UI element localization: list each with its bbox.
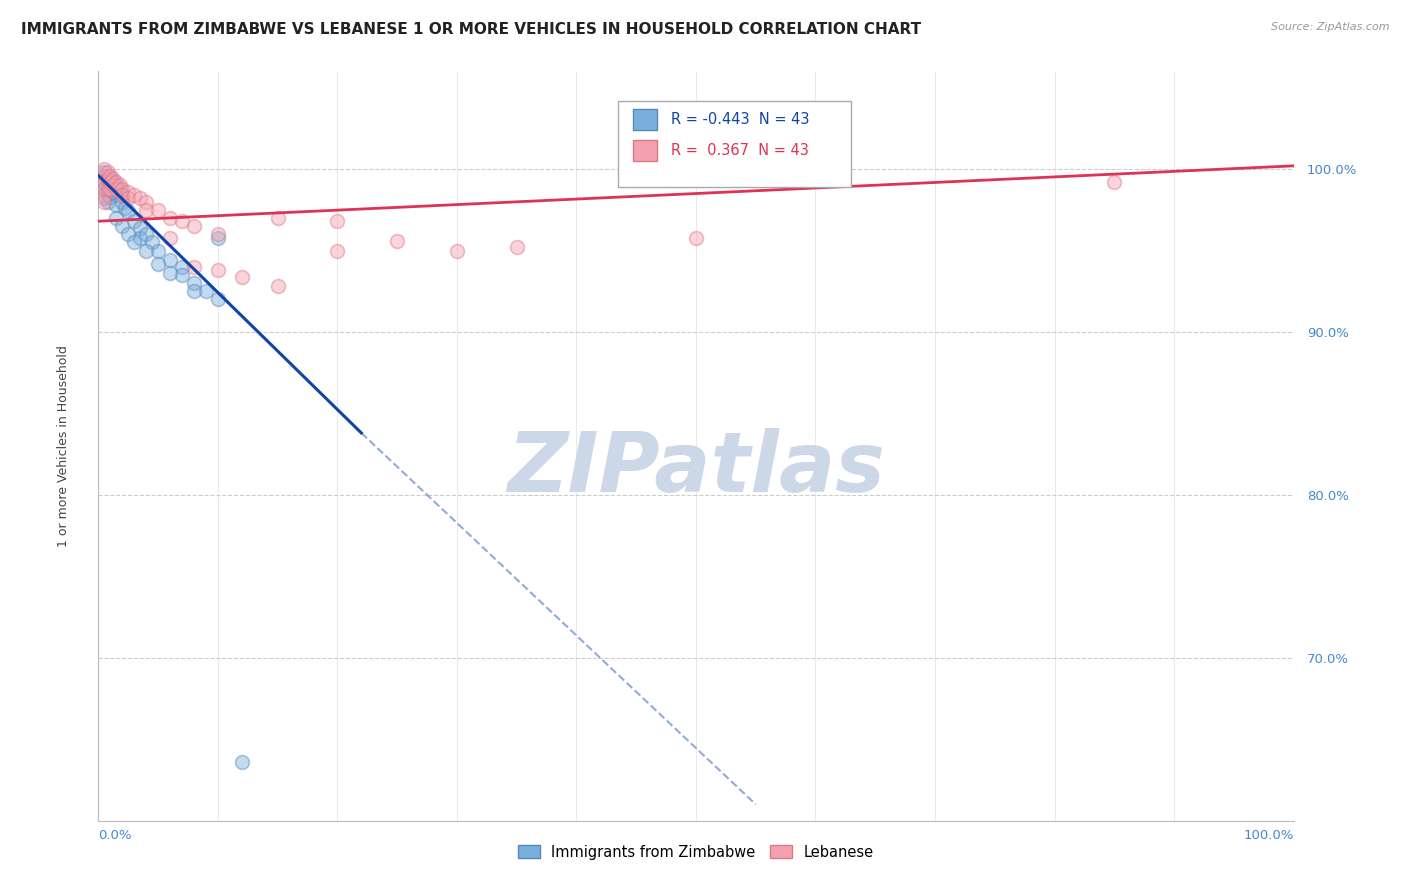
Point (117, 191, 139, 205)
Point (101, 178, 124, 193)
Point (114, 201, 136, 215)
Point (98, 175, 122, 189)
Point (111, 188, 134, 202)
Point (93, 181, 115, 195)
Point (385, 234, 409, 248)
Text: 100.0%: 100.0% (1243, 829, 1294, 842)
Point (207, 293, 229, 307)
Point (159, 211, 181, 225)
Point (111, 186, 134, 201)
Point (97, 173, 120, 187)
Point (326, 244, 349, 258)
Point (129, 220, 152, 235)
Point (446, 244, 468, 258)
Point (148, 244, 170, 258)
Point (108, 178, 131, 193)
Point (111, 181, 134, 195)
Point (124, 188, 146, 202)
Point (685, 230, 707, 244)
Point (326, 214, 349, 228)
Point (135, 227, 157, 242)
Point (172, 214, 194, 228)
Point (105, 178, 128, 193)
Point (93, 169, 115, 183)
Point (98, 172, 122, 186)
Text: Source: ZipAtlas.com: Source: ZipAtlas.com (1271, 22, 1389, 32)
Point (105, 181, 128, 195)
Point (135, 194, 157, 209)
Point (267, 211, 290, 225)
Point (148, 256, 170, 270)
Point (207, 227, 229, 242)
Point (105, 175, 128, 189)
Point (172, 260, 194, 274)
Point (129, 191, 152, 205)
Text: R =  0.367  N = 43: R = 0.367 N = 43 (671, 144, 808, 158)
Point (97, 186, 120, 201)
Point (1104, 175, 1126, 189)
Point (93, 188, 115, 202)
Point (159, 230, 181, 244)
Point (135, 244, 157, 258)
Point (97, 165, 120, 179)
Text: R = -0.443  N = 43: R = -0.443 N = 43 (671, 112, 810, 127)
Point (111, 194, 134, 209)
Point (101, 175, 124, 189)
Point (97, 178, 120, 193)
Point (124, 214, 146, 228)
FancyBboxPatch shape (619, 102, 852, 187)
Point (93, 165, 115, 179)
Point (231, 269, 253, 284)
Point (108, 181, 131, 195)
Legend: Immigrants from Zimbabwe, Lebanese: Immigrants from Zimbabwe, Lebanese (512, 839, 880, 866)
Point (97, 169, 120, 183)
Point (93, 194, 115, 209)
Text: 1 or more Vehicles in Household: 1 or more Vehicles in Household (56, 345, 70, 547)
Point (111, 219, 134, 233)
Point (105, 198, 128, 212)
Point (98, 190, 122, 204)
Point (195, 285, 218, 299)
Point (93, 162, 115, 177)
Point (183, 219, 205, 233)
Point (117, 185, 139, 199)
Point (148, 202, 170, 217)
Point (97, 194, 120, 209)
Point (98, 181, 122, 195)
Point (105, 188, 128, 202)
Text: 0.0%: 0.0% (98, 829, 132, 842)
Point (98, 181, 122, 195)
Text: IMMIGRANTS FROM ZIMBABWE VS LEBANESE 1 OR MORE VEHICLES IN HOUSEHOLD CORRELATION: IMMIGRANTS FROM ZIMBABWE VS LEBANESE 1 O… (21, 22, 921, 37)
Point (93, 175, 115, 189)
Point (183, 285, 205, 299)
Point (159, 253, 181, 268)
Point (117, 227, 139, 242)
Point (506, 240, 529, 254)
Point (101, 185, 124, 199)
Point (141, 235, 163, 250)
Point (231, 755, 253, 769)
Point (159, 266, 181, 280)
Point (183, 260, 205, 274)
Point (97, 181, 120, 195)
Point (207, 263, 229, 277)
FancyBboxPatch shape (633, 140, 657, 161)
Point (129, 230, 152, 244)
Point (117, 204, 139, 219)
Point (93, 175, 115, 189)
Point (124, 235, 146, 250)
Point (93, 191, 115, 205)
Point (93, 181, 115, 195)
Point (101, 172, 124, 186)
Point (172, 268, 194, 282)
Point (105, 211, 128, 225)
Point (135, 202, 157, 217)
Text: ZIPatlas: ZIPatlas (508, 428, 884, 509)
FancyBboxPatch shape (633, 109, 657, 130)
Point (207, 230, 229, 244)
Point (98, 169, 122, 183)
Point (267, 279, 290, 293)
Point (183, 276, 205, 290)
